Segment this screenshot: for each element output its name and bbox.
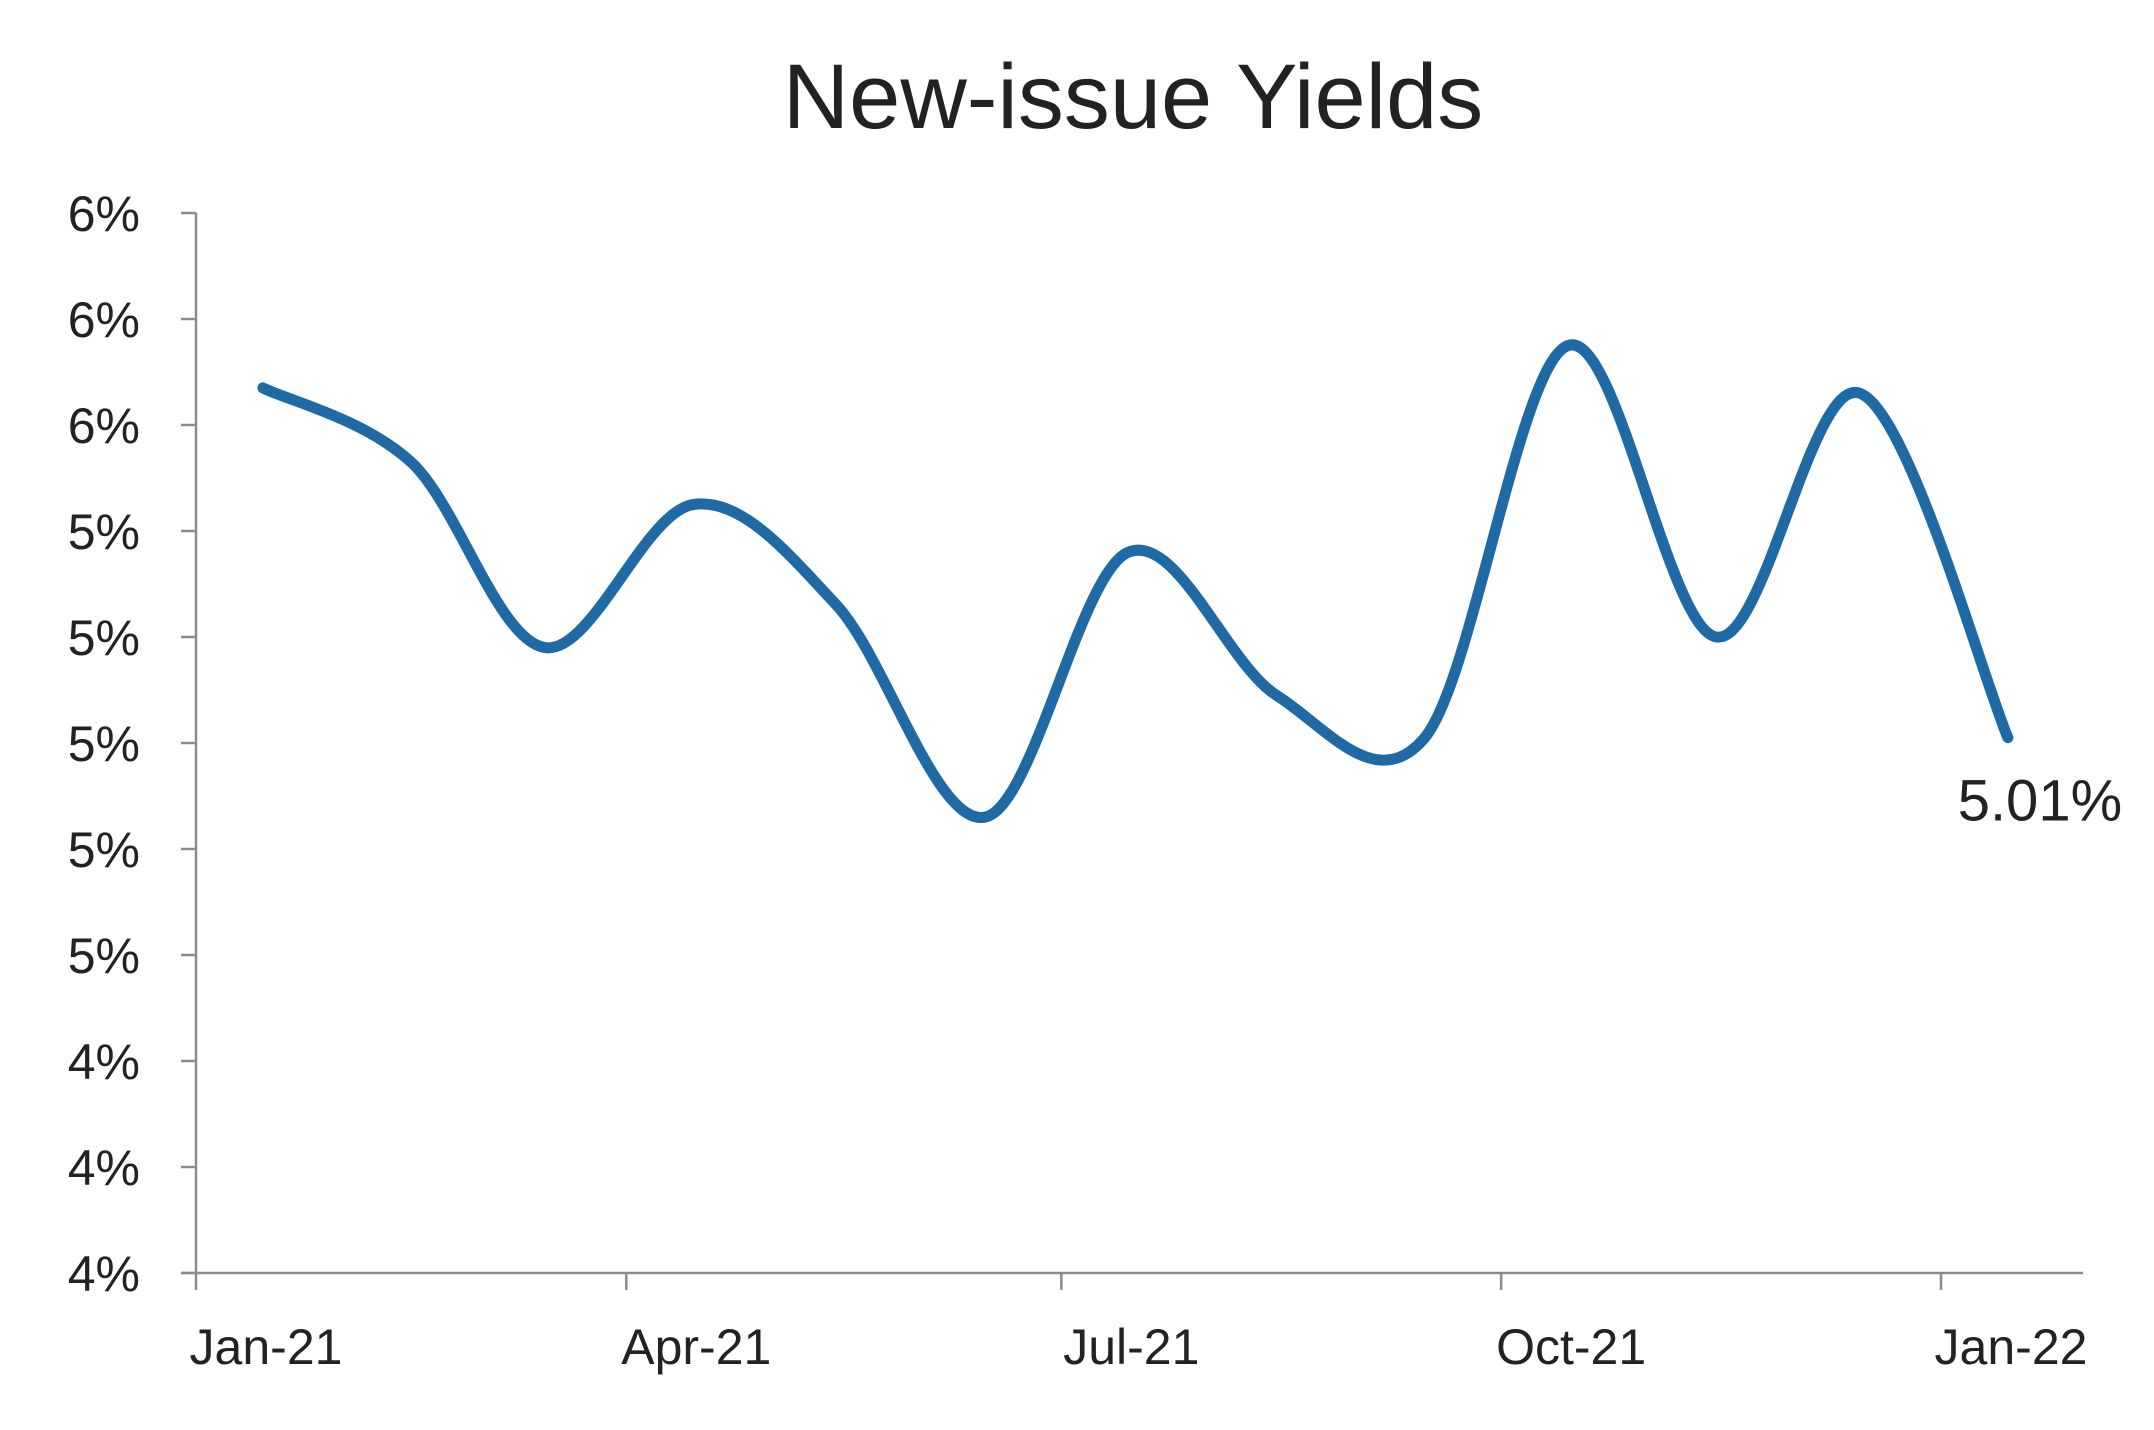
y-axis: 4% 4% 4% 5% 5% 5% 5% 5% 6% 6% 6% <box>68 186 196 1302</box>
y-tick-label: 4% <box>68 1140 140 1196</box>
y-tick-label: 5% <box>68 610 140 666</box>
y-tick-label: 4% <box>68 1246 140 1302</box>
x-tick-label: Jul-21 <box>1063 1319 1199 1375</box>
data-label: 5.01% <box>1958 769 2122 834</box>
y-tick-label: 5% <box>68 504 140 560</box>
y-tick-label: 6% <box>68 292 140 348</box>
y-tick-label: 4% <box>68 1034 140 1090</box>
x-tick-label: Jan-21 <box>190 1319 343 1375</box>
chart-title: New-issue Yields <box>783 46 1484 148</box>
y-tick-label: 5% <box>68 716 140 772</box>
y-tick-label: 5% <box>68 928 140 984</box>
y-tick-label: 6% <box>68 186 140 242</box>
x-tick-label: Jan-22 <box>1935 1319 2088 1375</box>
x-tick-label: Oct-21 <box>1496 1319 1646 1375</box>
series-line <box>257 339 2014 823</box>
x-tick-label: Apr-21 <box>621 1319 771 1375</box>
series-layer <box>257 339 2014 823</box>
x-axis: Jan-21 Apr-21 Jul-21 Oct-21 Jan-22 <box>190 1273 2088 1375</box>
y-tick-label: 6% <box>68 398 140 454</box>
y-tick-label: 5% <box>68 822 140 878</box>
annotations: 5.01% <box>1958 769 2122 834</box>
